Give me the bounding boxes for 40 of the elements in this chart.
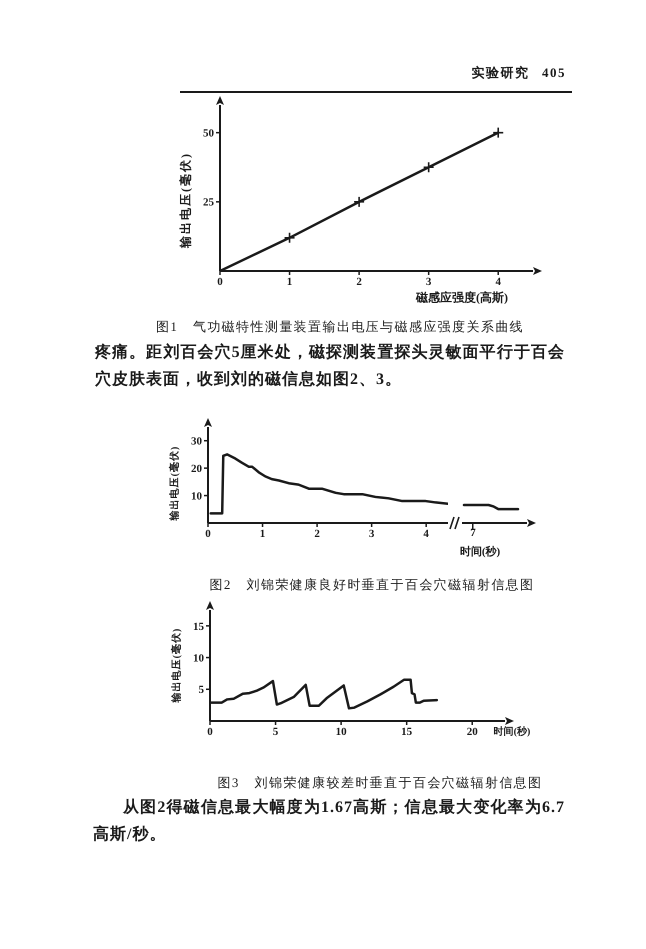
text: 图1 气功磁特性测量装置输出电压与磁感应强度关系曲线 — [156, 318, 524, 334]
y-tick-label: 10 — [193, 652, 204, 664]
y-tick-label: 10 — [191, 490, 202, 502]
x-tick-label: 4 — [423, 528, 430, 540]
text: 实验研究 405 — [471, 64, 566, 80]
x-tick-label: 2 — [356, 276, 362, 288]
x-tick-label: 3 — [426, 276, 432, 288]
y-axis-title: 输出电压(毫伏) — [170, 446, 180, 520]
x-tick-label: 4 — [495, 276, 502, 288]
y-tick-label: 5 — [198, 684, 204, 696]
x-tick-label: 5 — [272, 726, 279, 738]
y-axis-title: 输出电压(毫伏) — [172, 628, 182, 702]
x-tick-label: 0 — [217, 276, 224, 288]
text: 图3 刘锦荣健康较差时垂直于百会穴磁辐射信息图 — [218, 774, 542, 790]
y-tick-label: 25 — [203, 196, 214, 209]
x-tick-label: 1 — [286, 276, 292, 288]
x-tick-label: 0 — [205, 528, 212, 540]
y-tick-label: 20 — [191, 463, 202, 476]
x-axis-title: 磁感应强度(高斯) — [416, 290, 508, 305]
x-axis-title: 时间(秒) — [494, 726, 530, 738]
text: 疼痛。距刘百会穴5厘米处，磁探测装置探头灵敏面平行于百会穴皮肤表面，收到刘的磁信息如图2、3。 — [95, 342, 565, 390]
text: 图2 刘锦荣健康良好时垂直于百会穴磁辐射信息图 — [210, 576, 534, 592]
x-tick-label: 0 — [207, 726, 214, 738]
x-tick-label: 1 — [260, 528, 266, 540]
point — [422, 161, 434, 174]
x-tick-label: 15 — [401, 726, 413, 738]
y-tick-label: 15 — [193, 620, 204, 633]
y-tick-label: 50 — [203, 128, 214, 140]
point — [284, 232, 296, 244]
x-tick-label: 2 — [314, 528, 320, 540]
point — [353, 196, 365, 208]
y-axis-title: 输出电压(毫伏) — [178, 152, 193, 248]
text: 7 — [470, 526, 476, 540]
x-tick-label: 20 — [466, 726, 478, 738]
y-tick-label: 30 — [191, 436, 202, 448]
x-axis-title: 时间(秒) — [460, 546, 500, 558]
point — [492, 126, 504, 138]
x-tick-label: 3 — [368, 528, 375, 540]
x-tick-label: 10 — [336, 726, 348, 738]
text: 从图2得磁信息最大幅度为1.67高斯；信息最大变化率为6.7高斯/秒。 — [93, 797, 565, 845]
